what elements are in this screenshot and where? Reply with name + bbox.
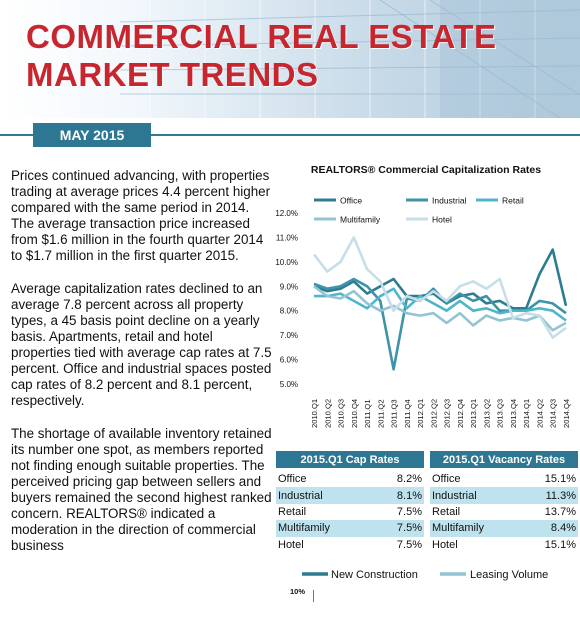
- x-tick-label: 2010.Q4: [350, 399, 359, 428]
- y-tick-label: 11.0%: [276, 233, 298, 242]
- cap-rates-table-header: 2015.Q1 Cap Rates: [276, 451, 424, 468]
- x-tick-label: 2011.Q2: [376, 399, 385, 428]
- x-tick-label: 2013.Q1: [469, 399, 478, 428]
- bottom-chart-tick: 10%: [290, 587, 306, 596]
- paragraph-prices: Prices continued advancing, with propert…: [11, 168, 271, 263]
- vacancy-rates-table-header: 2015.Q1 Vacancy Rates: [430, 451, 578, 468]
- page-title: COMMERCIAL REAL ESTATE MARKET TRENDS: [26, 18, 497, 94]
- x-tick-label: 2012.Q3: [443, 399, 452, 428]
- row-label: Industrial: [276, 487, 374, 504]
- x-tick-label: 2011.Q1: [363, 399, 372, 428]
- x-tick-label: 2014.Q4: [562, 399, 571, 428]
- row-label: Retail: [432, 505, 461, 518]
- y-tick-label: 9.0%: [280, 282, 298, 291]
- row-value: 11.3%: [520, 487, 578, 504]
- chart-title: REALTORS® Commercial Capitalization Rate…: [310, 164, 542, 176]
- row-label: Office: [278, 473, 307, 486]
- row-value: 8.2%: [396, 473, 422, 486]
- y-tick-label: 12.0%: [275, 209, 298, 218]
- cap-rates-line-chart: Office Industrial Retail Multifamily Hotel 12…: [275, 196, 571, 429]
- x-tick-label: 2012.Q2: [429, 399, 438, 428]
- series-line: [314, 287, 567, 322]
- date-badge: MAY 2015: [33, 123, 151, 147]
- x-tick-label: 2011.Q4: [403, 399, 412, 428]
- header-banner: COMMERCIAL REAL ESTATE MARKET TRENDS: [0, 0, 580, 118]
- row-value: 7.5%: [396, 538, 422, 551]
- y-tick-label: 7.0%: [280, 331, 298, 340]
- table-row: Industrial 8.1%: [276, 487, 424, 504]
- x-tick-label: 2013.Q3: [496, 399, 505, 428]
- table-row: Retail 13.7%: [430, 504, 578, 520]
- table-row: Office 8.2%: [276, 471, 424, 487]
- table-row: Multifamily 7.5%: [276, 520, 424, 537]
- title-line-2: MARKET TRENDS: [26, 56, 319, 93]
- y-tick-label: 5.0%: [280, 380, 298, 389]
- row-label: Industrial: [430, 487, 521, 504]
- legend-label: Retail: [502, 196, 524, 206]
- x-tick-label: 2014.Q2: [535, 399, 544, 428]
- row-value: 15.1%: [544, 538, 576, 551]
- row-label: Hotel: [432, 538, 458, 551]
- row-value: 8.1%: [373, 487, 424, 504]
- legend-label: Multifamily: [340, 215, 381, 225]
- cap-rates-table: 2015.Q1 Cap Rates Office 8.2% Industrial 8…: [276, 451, 424, 553]
- y-tick-label: 10.0%: [275, 258, 298, 267]
- table-row: Office 15.1%: [430, 471, 578, 487]
- x-tick-label: 2012.Q1: [416, 399, 425, 428]
- y-tick-label: 8.0%: [280, 307, 298, 316]
- row-label: Office: [432, 473, 461, 486]
- table-row: Hotel 7.5%: [276, 537, 424, 553]
- article-text: Prices continued advancing, with propert…: [11, 168, 273, 571]
- new-construction-label: New Construction: [331, 569, 418, 581]
- x-tick-label: 2013.Q4: [509, 399, 518, 428]
- date-bar: MAY 2015: [0, 123, 580, 147]
- leasing-volume-label: Leasing Volume: [470, 569, 548, 581]
- construction-legend: New Construction Leasing Volume: [302, 569, 548, 581]
- x-tick-label: 2011.Q3: [390, 399, 399, 428]
- row-value: 7.5%: [396, 505, 422, 518]
- building-facade-graphic: [119, 0, 580, 118]
- x-tick-label: 2012.Q4: [456, 399, 465, 428]
- y-tick-label: 6.0%: [280, 356, 298, 365]
- legend-label: Industrial: [432, 196, 467, 206]
- table-row: Multifamily 8.4%: [430, 520, 578, 537]
- row-value: 7.5%: [373, 520, 424, 537]
- paragraph-cap-rates: Average capitalization rates declined to…: [11, 281, 272, 408]
- row-label: Retail: [278, 505, 307, 518]
- x-tick-label: 2014.Q1: [522, 399, 531, 428]
- table-row: Industrial 11.3%: [430, 487, 578, 504]
- series-line: [313, 285, 567, 332]
- row-label: Multifamily: [430, 520, 521, 537]
- title-line-1: COMMERCIAL REAL ESTATE: [26, 18, 497, 55]
- x-tick-label: 2010.Q2: [323, 399, 332, 428]
- row-label: Multifamily: [276, 520, 374, 537]
- table-row: Hotel 15.1%: [430, 537, 578, 553]
- bottom-chart-axis: [313, 590, 314, 602]
- row-value: 8.4%: [520, 520, 578, 537]
- row-value: 13.7%: [544, 505, 576, 518]
- x-tick-label: 2010.Q1: [310, 399, 319, 428]
- vacancy-rates-table: 2015.Q1 Vacancy Rates Office 15.1% Indust…: [430, 451, 578, 553]
- legend-label: Hotel: [432, 215, 452, 225]
- series-line: [312, 236, 567, 339]
- date-divider: [0, 134, 580, 136]
- x-tick-label: 2010.Q3: [337, 399, 346, 428]
- row-label: Hotel: [278, 538, 304, 551]
- series-line: [313, 248, 568, 310]
- legend-label: Office: [340, 196, 362, 206]
- x-tick-label: 2013.Q2: [482, 399, 491, 428]
- row-value: 15.1%: [544, 473, 576, 486]
- paragraph-inventory: The shortage of available inventory reta…: [11, 426, 272, 553]
- x-tick-label: 2014.Q3: [549, 399, 558, 428]
- table-row: Retail 7.5%: [276, 504, 424, 520]
